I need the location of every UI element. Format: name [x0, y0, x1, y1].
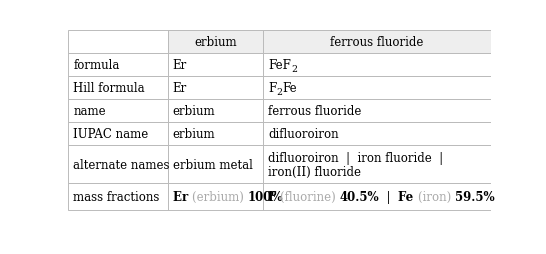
- Bar: [168, 54, 263, 77]
- Text: 59.5%: 59.5%: [455, 190, 494, 203]
- Bar: [68, 146, 168, 183]
- Bar: [68, 54, 168, 77]
- Text: erbium: erbium: [173, 128, 215, 141]
- Text: 100%: 100%: [248, 190, 283, 203]
- Bar: [168, 100, 263, 123]
- Bar: [168, 30, 263, 54]
- Bar: [68, 100, 168, 123]
- Text: Fe: Fe: [399, 190, 418, 203]
- Bar: [263, 30, 491, 54]
- Text: 2: 2: [291, 65, 297, 74]
- Text: formula: formula: [73, 59, 120, 72]
- Text: Hill formula: Hill formula: [73, 82, 145, 95]
- Text: (erbium): (erbium): [192, 190, 248, 203]
- Text: Er: Er: [173, 59, 187, 72]
- Text: |: |: [379, 190, 399, 203]
- Bar: [168, 146, 263, 183]
- Text: Fe: Fe: [282, 82, 297, 95]
- Text: Er: Er: [173, 190, 192, 203]
- Text: F: F: [268, 190, 280, 203]
- Text: name: name: [73, 105, 106, 118]
- Text: alternate names: alternate names: [73, 158, 170, 171]
- Text: 2: 2: [276, 88, 282, 97]
- Text: erbium: erbium: [194, 36, 236, 49]
- Text: (iron): (iron): [418, 190, 455, 203]
- Bar: [68, 30, 168, 54]
- Text: ferrous fluoride: ferrous fluoride: [268, 105, 361, 118]
- Text: difluoroiron  |  iron fluoride  |: difluoroiron | iron fluoride |: [268, 152, 443, 165]
- Text: IUPAC name: IUPAC name: [73, 128, 149, 141]
- Bar: [168, 183, 263, 210]
- Bar: [263, 77, 491, 100]
- Bar: [263, 146, 491, 183]
- Bar: [168, 123, 263, 146]
- Text: F: F: [268, 82, 276, 95]
- Bar: [263, 100, 491, 123]
- Bar: [263, 183, 491, 210]
- Text: 40.5%: 40.5%: [340, 190, 379, 203]
- Text: erbium: erbium: [173, 105, 215, 118]
- Text: mass fractions: mass fractions: [73, 190, 159, 203]
- Text: FeF: FeF: [268, 59, 291, 72]
- Text: difluoroiron: difluoroiron: [268, 128, 339, 141]
- Text: (fluorine): (fluorine): [280, 190, 340, 203]
- Bar: [263, 123, 491, 146]
- Text: Er: Er: [173, 82, 187, 95]
- Text: erbium metal: erbium metal: [173, 158, 253, 171]
- Bar: [168, 30, 263, 54]
- Bar: [68, 123, 168, 146]
- Bar: [263, 30, 491, 54]
- Text: ferrous fluoride: ferrous fluoride: [330, 36, 424, 49]
- Bar: [68, 77, 168, 100]
- Bar: [68, 183, 168, 210]
- Text: iron(II) fluoride: iron(II) fluoride: [268, 166, 361, 179]
- Bar: [263, 54, 491, 77]
- Bar: [168, 77, 263, 100]
